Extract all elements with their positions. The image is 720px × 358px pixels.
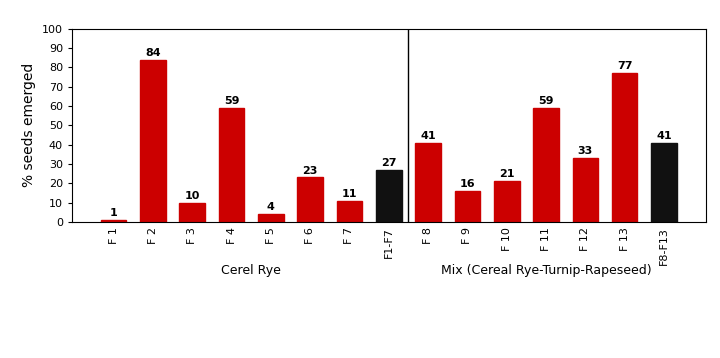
Text: 33: 33 <box>577 146 593 156</box>
Bar <box>376 170 402 222</box>
Text: Cerel Rye: Cerel Rye <box>221 265 281 277</box>
Text: 41: 41 <box>656 131 672 141</box>
Bar <box>415 143 441 222</box>
Text: Mix (Cereal Rye-Turnip-Rapeseed): Mix (Cereal Rye-Turnip-Rapeseed) <box>441 265 652 277</box>
Bar <box>454 191 480 222</box>
Text: 77: 77 <box>617 61 632 71</box>
Text: 1: 1 <box>109 208 117 218</box>
Bar <box>101 220 126 222</box>
Text: 21: 21 <box>499 169 515 179</box>
Bar <box>179 203 205 222</box>
Text: 84: 84 <box>145 48 161 58</box>
Bar <box>494 182 520 222</box>
Text: 23: 23 <box>302 165 318 175</box>
Bar <box>612 73 637 222</box>
Bar <box>219 108 244 222</box>
Bar <box>652 143 677 222</box>
Text: 41: 41 <box>420 131 436 141</box>
Text: 11: 11 <box>342 189 357 199</box>
Bar <box>140 59 166 222</box>
Bar <box>534 108 559 222</box>
Bar <box>297 178 323 222</box>
Bar <box>258 214 284 222</box>
Text: 4: 4 <box>267 202 275 212</box>
Text: 27: 27 <box>381 158 397 168</box>
Text: 59: 59 <box>539 96 554 106</box>
Y-axis label: % seeds emerged: % seeds emerged <box>22 63 37 188</box>
Text: 59: 59 <box>224 96 239 106</box>
Bar <box>572 158 598 222</box>
Bar <box>337 201 362 222</box>
Text: 16: 16 <box>459 179 475 189</box>
Text: 10: 10 <box>184 191 200 201</box>
